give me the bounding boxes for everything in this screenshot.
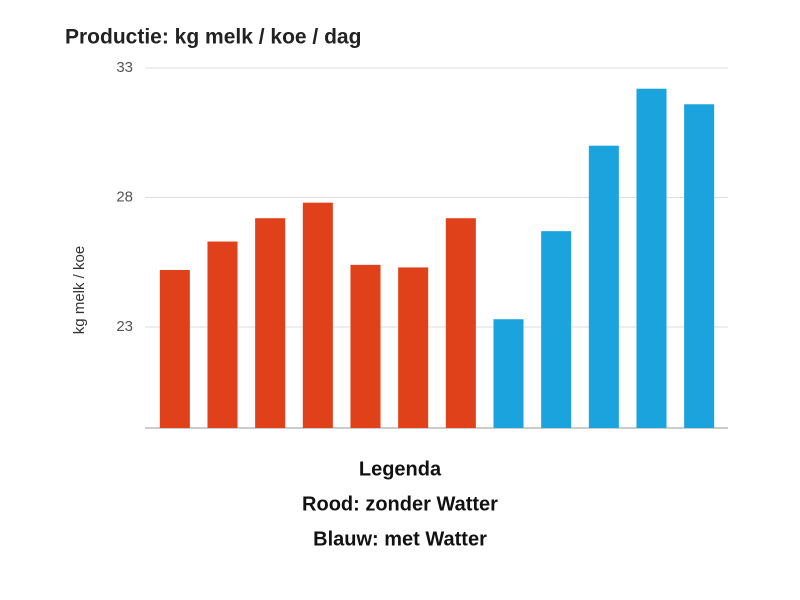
- y-tick-label: 23: [116, 318, 133, 335]
- y-tick-label: 28: [116, 188, 133, 205]
- chart-title: Productie: kg melk / koe / dag: [65, 26, 361, 49]
- bar: [398, 267, 429, 428]
- legend-title: Legenda: [359, 458, 442, 480]
- bar: [493, 319, 524, 428]
- bar: [207, 241, 238, 428]
- legend-line: Rood: zonder Watter: [302, 493, 498, 515]
- bar: [541, 231, 572, 428]
- bar: [588, 145, 619, 428]
- bar: [255, 218, 286, 428]
- bar: [302, 202, 333, 428]
- bar: [350, 264, 381, 428]
- bar: [684, 104, 715, 428]
- y-tick-label: 33: [116, 59, 133, 76]
- legend-line: Blauw: met Watter: [313, 528, 487, 550]
- bar: [636, 88, 667, 428]
- bar: [159, 270, 190, 428]
- y-axis-label: kg melk / koe: [71, 246, 88, 334]
- bar: [445, 218, 476, 428]
